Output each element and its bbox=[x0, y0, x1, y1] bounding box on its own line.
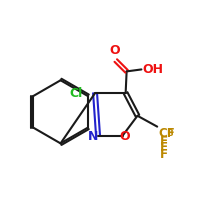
Text: O: O bbox=[119, 130, 130, 143]
Text: F: F bbox=[160, 148, 168, 161]
Text: F: F bbox=[160, 141, 168, 154]
Text: Cl: Cl bbox=[70, 87, 83, 100]
Text: F: F bbox=[160, 135, 168, 148]
Text: O: O bbox=[109, 44, 120, 57]
Text: N: N bbox=[88, 130, 98, 143]
Text: 3: 3 bbox=[167, 129, 173, 138]
Text: CF: CF bbox=[158, 127, 175, 140]
Text: OH: OH bbox=[142, 63, 163, 76]
